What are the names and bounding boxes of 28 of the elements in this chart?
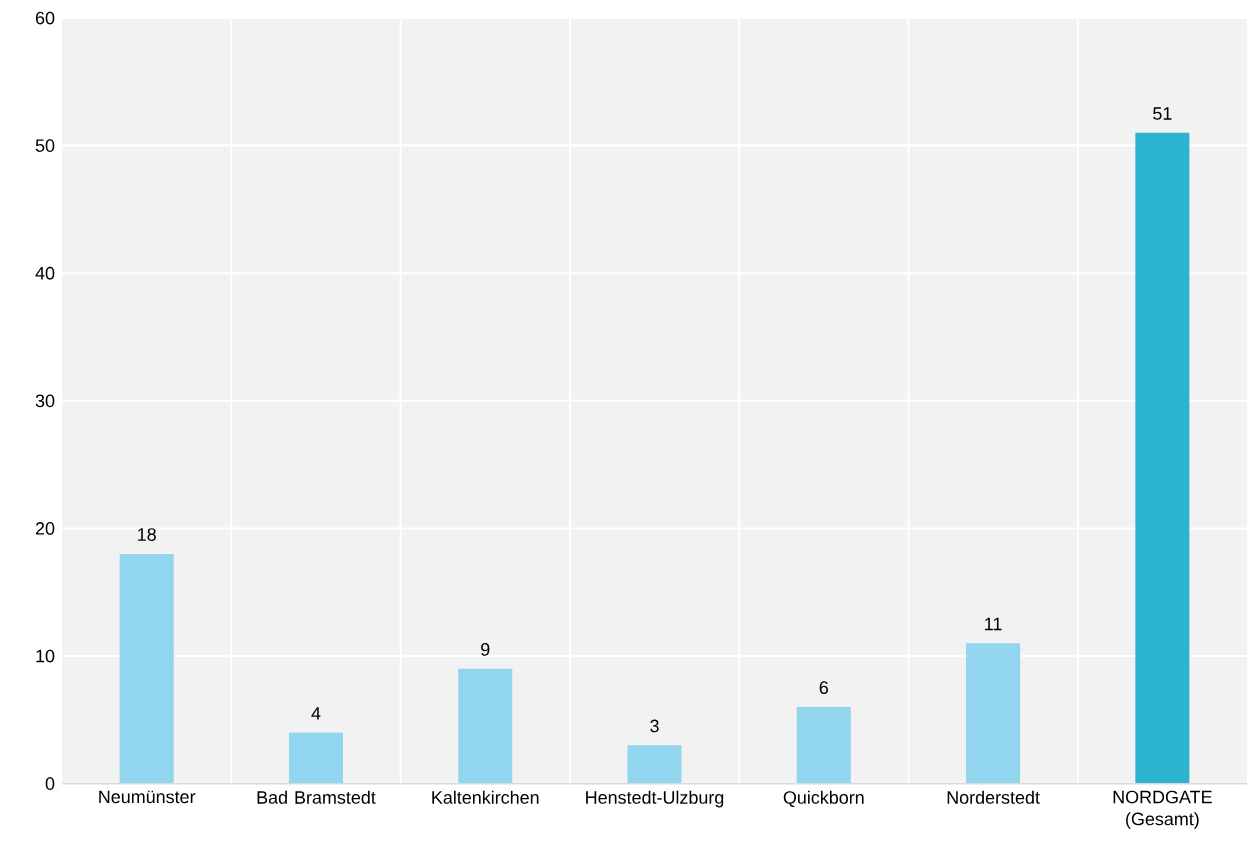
y-tick-label: 10 [36,649,55,663]
data-label: 51 [1153,107,1172,120]
bar [796,707,851,784]
y-tick-label: 30 [35,394,55,408]
data-label: 3 [650,719,659,733]
bar [119,554,174,784]
x-tick-label: Henstedt-Ulzburg [586,790,724,808]
data-label: 4 [311,707,321,720]
y-tick-label: 50 [35,139,55,153]
x-tick-label: Neumünster [99,790,196,804]
bar [288,732,343,784]
data-label: 6 [819,681,829,695]
x-tick-label: Quickborn [783,790,864,808]
bar [627,745,682,784]
bar [458,668,513,784]
data-label: 9 [481,643,490,656]
x-tick-label: Kaltenkirchen [432,790,539,805]
bar [966,643,1021,784]
y-tick-label: 0 [45,777,55,791]
data-label: 18 [138,528,156,542]
bar [1135,133,1190,784]
data-label: 11 [985,618,1002,631]
x-tick-label: NORDGATE (Gesamt) [1113,790,1212,830]
x-tick-label: Bad Bramstedt [257,790,376,805]
y-tick-label: 40 [35,267,55,280]
y-tick-label: 20 [35,522,55,535]
y-tick-label: 60 [35,11,55,25]
x-tick-label: Norderstedt [947,790,1040,805]
